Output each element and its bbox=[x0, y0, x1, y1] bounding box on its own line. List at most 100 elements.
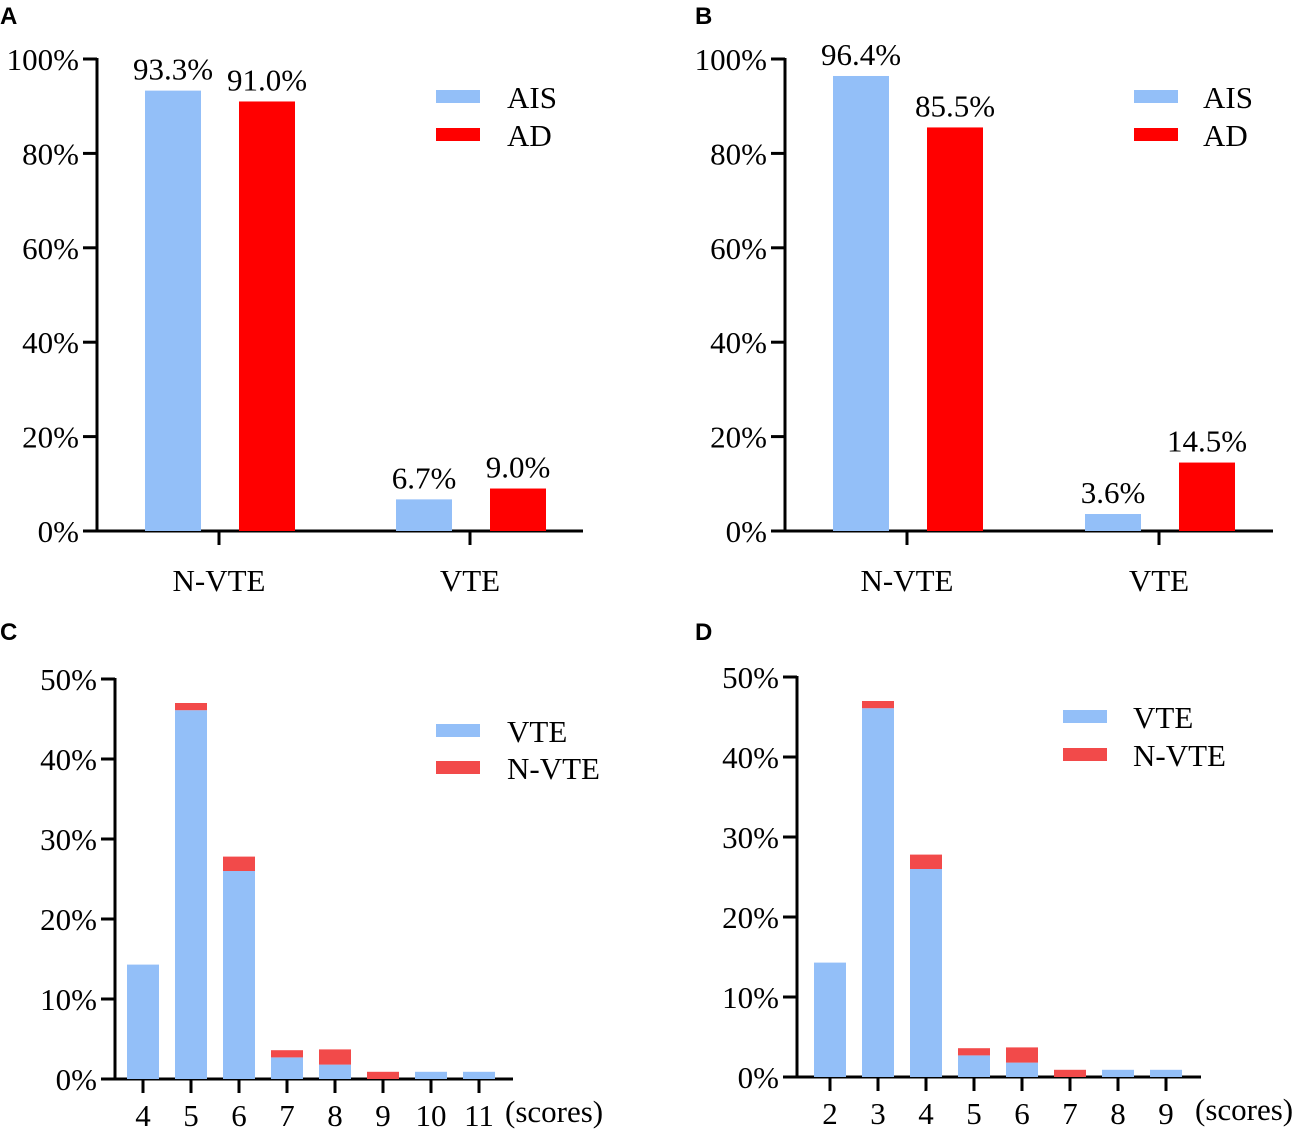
x-tick-label: 9 bbox=[1158, 1096, 1174, 1130]
bar-vte bbox=[127, 964, 159, 1079]
bar-ad bbox=[1179, 462, 1235, 531]
data-label: 91.0% bbox=[227, 62, 307, 97]
x-tick-label: N-VTE bbox=[173, 563, 266, 598]
bar-vte bbox=[319, 1064, 351, 1079]
x-tick-label: 2 bbox=[822, 1096, 838, 1130]
data-label: 85.5% bbox=[915, 88, 995, 123]
y-tick-label: 40% bbox=[22, 325, 79, 360]
panel-letter: A bbox=[0, 3, 17, 30]
bar-n-vte bbox=[862, 701, 894, 709]
bar-n-vte bbox=[175, 703, 207, 711]
bar-n-vte bbox=[910, 854, 942, 869]
bar-vte bbox=[175, 710, 207, 1079]
x-tick-label: VTE bbox=[1129, 563, 1189, 598]
panel-letter: D bbox=[695, 619, 712, 646]
bar-vte bbox=[223, 871, 255, 1079]
panel-letter: B bbox=[695, 3, 712, 30]
legend-label: VTE bbox=[1133, 700, 1193, 735]
y-tick-label: 20% bbox=[40, 902, 97, 937]
x-tick-label: 11 bbox=[464, 1098, 494, 1130]
bar-n-vte bbox=[223, 856, 255, 871]
bar-ais bbox=[1085, 514, 1141, 531]
x-tick-label: 6 bbox=[1014, 1096, 1030, 1130]
y-tick-label: 0% bbox=[38, 514, 79, 549]
bar-ais bbox=[145, 90, 201, 532]
bar-vte bbox=[1006, 1062, 1038, 1077]
data-label: 93.3% bbox=[133, 52, 213, 87]
x-tick-label: 9 bbox=[375, 1098, 391, 1130]
legend-label: AIS bbox=[1203, 80, 1253, 115]
bar-ad bbox=[927, 127, 983, 531]
y-tick-label: 50% bbox=[722, 660, 779, 695]
legend-label: AIS bbox=[507, 80, 557, 115]
y-tick-label: 30% bbox=[722, 820, 779, 855]
legend-swatch-n-vte bbox=[436, 761, 480, 774]
panel-c: C 0% 10% 20% 30% 40% 50% 4 5 6 7 8 9 10 11 (scores) VTEN… bbox=[0, 619, 603, 1130]
x-tick-label: 5 bbox=[183, 1098, 199, 1130]
bar-vte bbox=[463, 1071, 495, 1079]
legend-label: AD bbox=[507, 118, 552, 153]
x-tick-label: 4 bbox=[135, 1098, 151, 1130]
x-tick-label: 7 bbox=[1062, 1096, 1078, 1130]
bar-n-vte bbox=[1006, 1047, 1038, 1063]
y-tick-label: 80% bbox=[22, 136, 79, 171]
legend-swatch-ad bbox=[436, 128, 480, 141]
bar-n-vte bbox=[958, 1048, 990, 1056]
y-tick-label: 100% bbox=[7, 42, 79, 77]
x-tick-label: 10 bbox=[416, 1098, 447, 1130]
x-tick-label: 4 bbox=[918, 1096, 934, 1130]
legend-label: N-VTE bbox=[1133, 738, 1226, 773]
panel-d: D 0% 10% 20% 30% 40% 50% 2 3 4 5 6 7 8 9 (scores) VTEN-V… bbox=[695, 619, 1293, 1130]
bar-vte bbox=[1150, 1069, 1182, 1077]
panel-b: B 0% 20% 40% 60% 80% 100% N-VTE 96.4% 85.5% VTE 3.6… bbox=[695, 3, 1273, 598]
data-label: 9.0% bbox=[486, 450, 551, 485]
y-tick-label: 40% bbox=[40, 742, 97, 777]
bar-vte bbox=[271, 1057, 303, 1079]
x-tick-label: N-VTE bbox=[861, 563, 954, 598]
y-tick-label: 20% bbox=[710, 420, 767, 455]
y-tick-label: 60% bbox=[710, 231, 767, 266]
y-tick-label: 20% bbox=[722, 900, 779, 935]
x-axis-label: (scores) bbox=[1195, 1092, 1293, 1127]
y-tick-label: 40% bbox=[722, 740, 779, 775]
x-tick-label: 7 bbox=[279, 1098, 295, 1130]
bar-ais bbox=[833, 75, 889, 531]
legend-label: VTE bbox=[507, 714, 567, 749]
y-tick-label: 0% bbox=[56, 1062, 97, 1097]
y-tick-label: 10% bbox=[722, 980, 779, 1015]
x-tick-label: VTE bbox=[440, 563, 500, 598]
data-label: 6.7% bbox=[392, 460, 457, 495]
bar-vte bbox=[814, 962, 846, 1077]
legend-label: N-VTE bbox=[507, 751, 600, 786]
y-tick-label: 60% bbox=[22, 231, 79, 266]
bar-vte bbox=[862, 708, 894, 1077]
legend-swatch-ais bbox=[1134, 90, 1178, 103]
bar-vte bbox=[1102, 1069, 1134, 1077]
x-tick-label: 3 bbox=[870, 1096, 886, 1130]
y-tick-label: 10% bbox=[40, 982, 97, 1017]
y-tick-label: 0% bbox=[726, 514, 767, 549]
bar-ad bbox=[490, 488, 546, 531]
bar-n-vte bbox=[367, 1071, 399, 1079]
x-tick-label: 6 bbox=[231, 1098, 247, 1130]
bar-vte bbox=[958, 1055, 990, 1077]
y-tick-label: 20% bbox=[22, 420, 79, 455]
legend-swatch-ais bbox=[436, 90, 480, 103]
bar-n-vte bbox=[319, 1049, 351, 1065]
y-tick-label: 50% bbox=[40, 662, 97, 697]
bar-n-vte bbox=[1054, 1069, 1086, 1077]
panel-a: A 0% 20% 40% 60% 80% 100% N-VTE 93.3% 91.0% VTE 6.7… bbox=[0, 3, 583, 598]
data-label: 14.5% bbox=[1167, 424, 1247, 459]
bar-ad bbox=[239, 101, 295, 531]
y-tick-label: 80% bbox=[710, 136, 767, 171]
legend-swatch-ad bbox=[1134, 128, 1178, 141]
data-label: 96.4% bbox=[821, 37, 901, 72]
x-axis-label: (scores) bbox=[505, 1094, 603, 1129]
bar-ais bbox=[396, 499, 452, 531]
x-tick-label: 5 bbox=[966, 1096, 982, 1130]
